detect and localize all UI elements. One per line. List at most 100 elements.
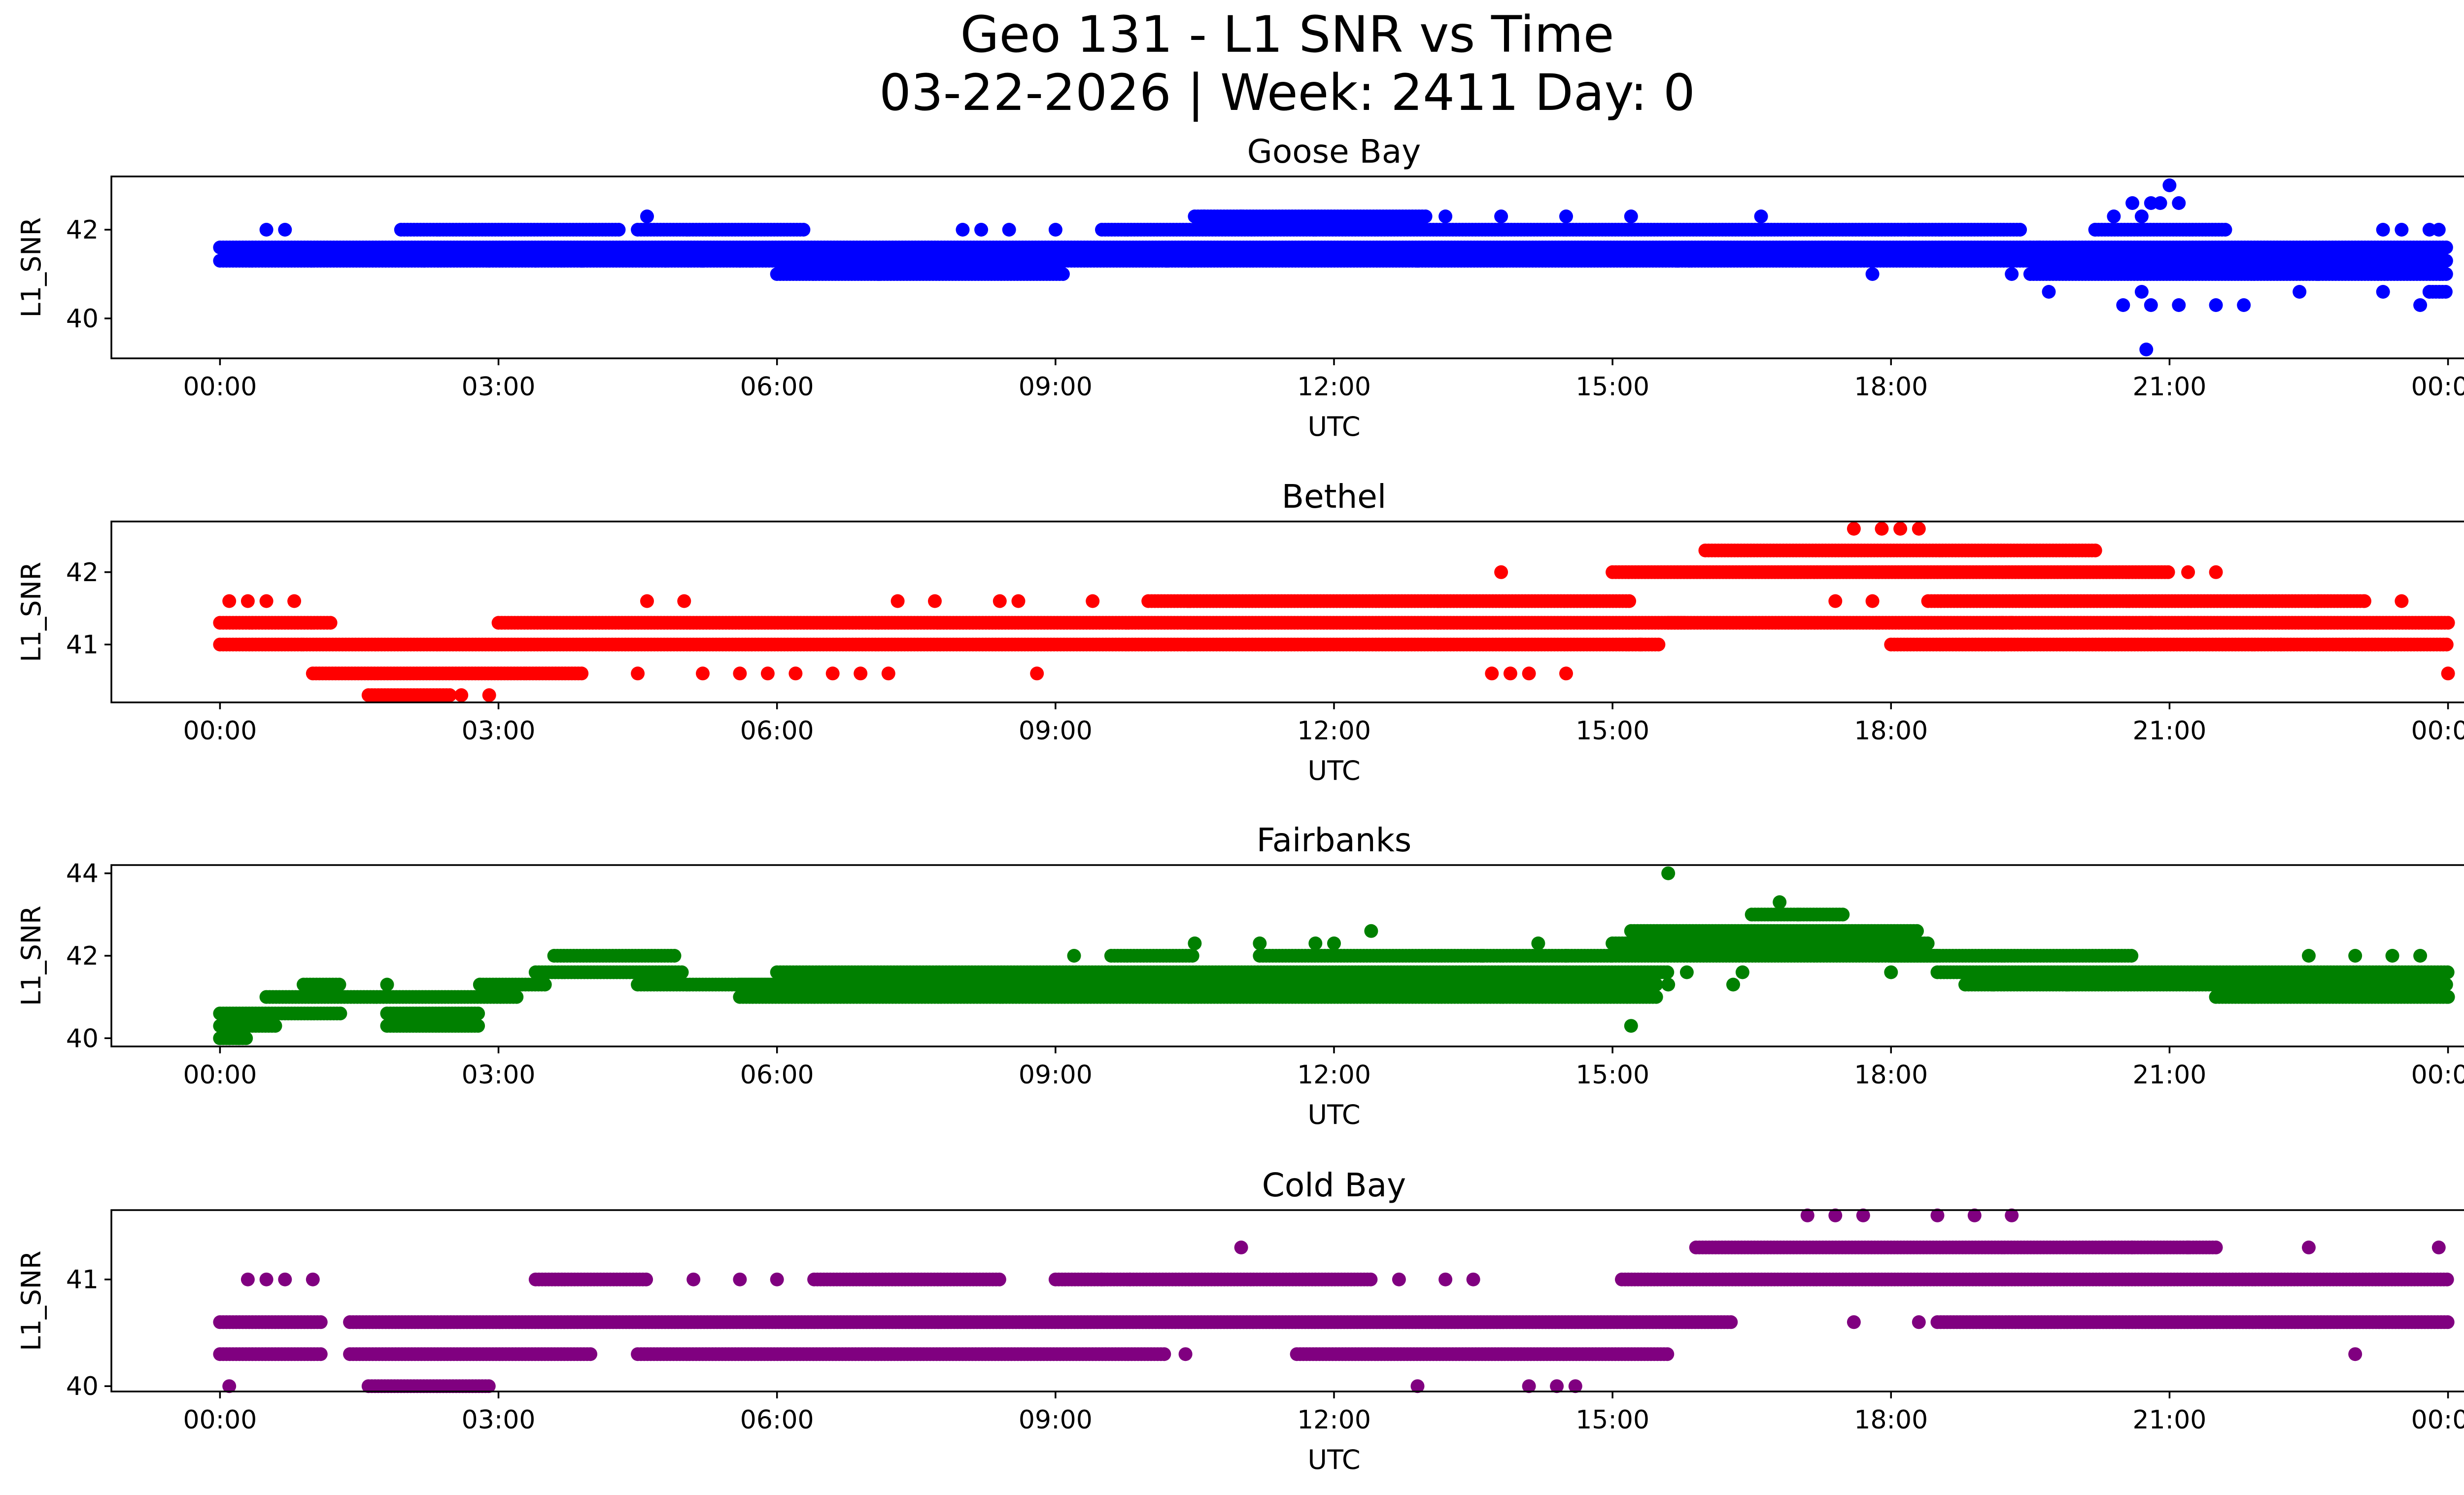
data-point — [1893, 522, 1908, 536]
data-point — [1438, 209, 1453, 223]
data-point — [788, 666, 803, 681]
data-point — [1011, 594, 1026, 608]
data-point — [1522, 666, 1536, 681]
data-point — [1875, 522, 1889, 536]
x-tick-label: 06:00 — [740, 372, 814, 402]
x-tick-label: 00:00 — [183, 716, 257, 746]
data-point — [1559, 209, 1573, 223]
data-point — [323, 616, 338, 630]
data-point — [2274, 637, 2288, 652]
data-point — [2358, 594, 2371, 608]
data-point — [667, 949, 682, 963]
data-point — [2088, 223, 2102, 237]
data-point — [658, 254, 673, 268]
data-point — [2005, 267, 2019, 281]
x-tick-label: 15:00 — [1575, 716, 1649, 746]
data-point — [631, 666, 645, 681]
x-tick-label: 18:00 — [1854, 716, 1928, 746]
x-axis-label: UTC — [1307, 411, 1360, 442]
data-point — [675, 965, 689, 979]
data-point — [612, 223, 626, 237]
data-point — [2107, 209, 2121, 223]
y-tick-label: 42 — [66, 558, 99, 588]
x-axis-label: UTC — [1307, 755, 1360, 786]
data-point — [510, 990, 524, 1004]
data-point — [2172, 196, 2186, 210]
y-tick-label: 40 — [66, 304, 99, 334]
data-point — [259, 594, 274, 608]
figure-title-line1: Geo 131 - L1 SNR vs Time — [960, 5, 1614, 64]
data-point — [1410, 254, 1425, 268]
y-axis-label: L1_SNR — [16, 562, 47, 662]
data-point — [1828, 594, 1843, 608]
data-point — [2144, 298, 2158, 312]
y-tick-label: 41 — [66, 630, 99, 660]
data-point — [268, 1019, 282, 1033]
data-point — [1865, 267, 1880, 281]
data-point — [2125, 196, 2140, 210]
data-point — [2431, 223, 2446, 237]
subplot-title: Goose Bay — [1247, 133, 1421, 171]
subplot-title: Bethel — [1282, 478, 1387, 516]
data-point — [1494, 209, 1508, 223]
data-point — [1418, 209, 1433, 223]
data-point — [417, 254, 431, 268]
data-point — [1234, 209, 1248, 223]
data-point — [1559, 666, 1573, 681]
data-point — [992, 594, 1007, 608]
x-tick-label: 00:00 — [2411, 716, 2464, 746]
data-point — [240, 594, 255, 608]
data-point — [2116, 298, 2130, 312]
data-point — [733, 666, 747, 681]
data-point — [2439, 254, 2453, 268]
data-point — [640, 594, 654, 608]
data-point — [1865, 594, 1880, 608]
data-point — [1503, 666, 1517, 681]
data-point — [2439, 241, 2453, 254]
data-point — [825, 666, 840, 681]
data-point — [2153, 196, 2167, 210]
data-point — [2311, 267, 2325, 281]
data-point — [1494, 565, 1508, 579]
data-point — [1649, 977, 1663, 992]
data-point — [482, 688, 496, 702]
x-tick-label: 21:00 — [2133, 716, 2207, 746]
data-point — [2088, 543, 2102, 557]
data-point — [2439, 267, 2453, 281]
data-point — [2441, 666, 2455, 681]
data-point — [2162, 178, 2177, 192]
x-tick-label: 00:00 — [183, 372, 257, 402]
data-point — [2422, 285, 2436, 299]
data-point — [1048, 223, 1062, 237]
data-point — [640, 209, 654, 223]
data-point — [332, 977, 346, 992]
data-point — [471, 1007, 485, 1021]
data-point — [482, 254, 496, 268]
data-point — [2172, 298, 2186, 312]
data-point — [222, 594, 237, 608]
data-point — [2376, 285, 2390, 299]
data-point — [2209, 565, 2223, 579]
data-point — [2005, 616, 2019, 630]
y-axis-label: L1_SNR — [16, 217, 47, 318]
data-point — [471, 1019, 485, 1033]
data-point — [2134, 209, 2149, 223]
data-point — [259, 223, 274, 237]
data-point — [2181, 565, 2195, 579]
data-point — [872, 267, 886, 281]
data-point — [1197, 209, 1211, 223]
data-point — [2376, 223, 2390, 237]
data-point — [333, 1007, 347, 1021]
data-point — [287, 594, 302, 608]
data-point — [538, 977, 552, 992]
data-point — [2237, 298, 2251, 312]
data-point — [2395, 223, 2409, 237]
data-point — [1622, 594, 1637, 608]
data-point — [733, 254, 747, 268]
data-point — [278, 223, 292, 237]
data-point — [454, 688, 469, 702]
subplot-title: Fairbanks — [1257, 821, 1412, 859]
